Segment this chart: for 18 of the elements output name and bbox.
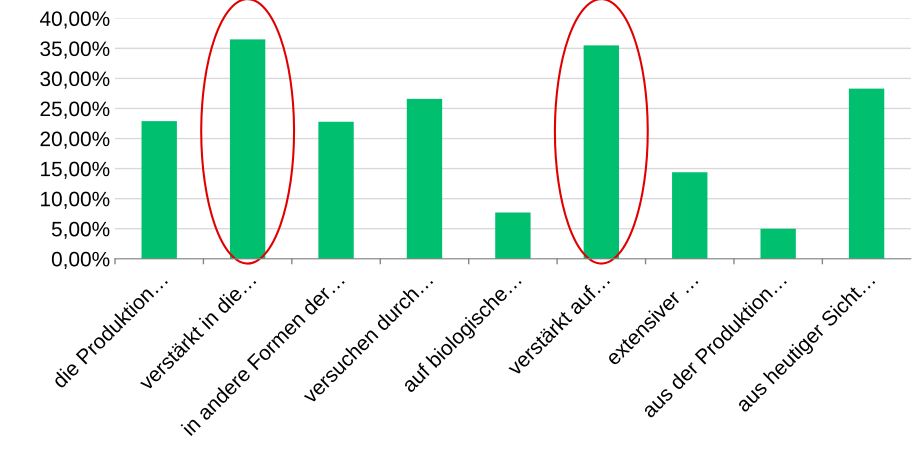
- y-tick-label: 15,00%: [41, 162, 110, 179]
- bar: [142, 121, 177, 259]
- bar: [230, 39, 266, 259]
- bar: [318, 122, 354, 259]
- y-tick-label: 10,00%: [41, 192, 110, 209]
- bar: [848, 88, 884, 259]
- y-tick-label: 40,00%: [40, 11, 110, 29]
- y-tick-label: 0,00%: [52, 252, 110, 269]
- bar: [495, 212, 531, 259]
- y-tick-label: 25,00%: [40, 101, 110, 119]
- bar: [760, 228, 796, 259]
- y-tick-label: 30,00%: [40, 71, 110, 89]
- y-tick-label: 20,00%: [40, 132, 110, 149]
- bar: [584, 45, 620, 259]
- y-tick-label: 5,00%: [52, 222, 110, 239]
- y-tick-label: 35,00%: [40, 41, 110, 59]
- bar: [672, 172, 708, 259]
- bar: [406, 98, 442, 259]
